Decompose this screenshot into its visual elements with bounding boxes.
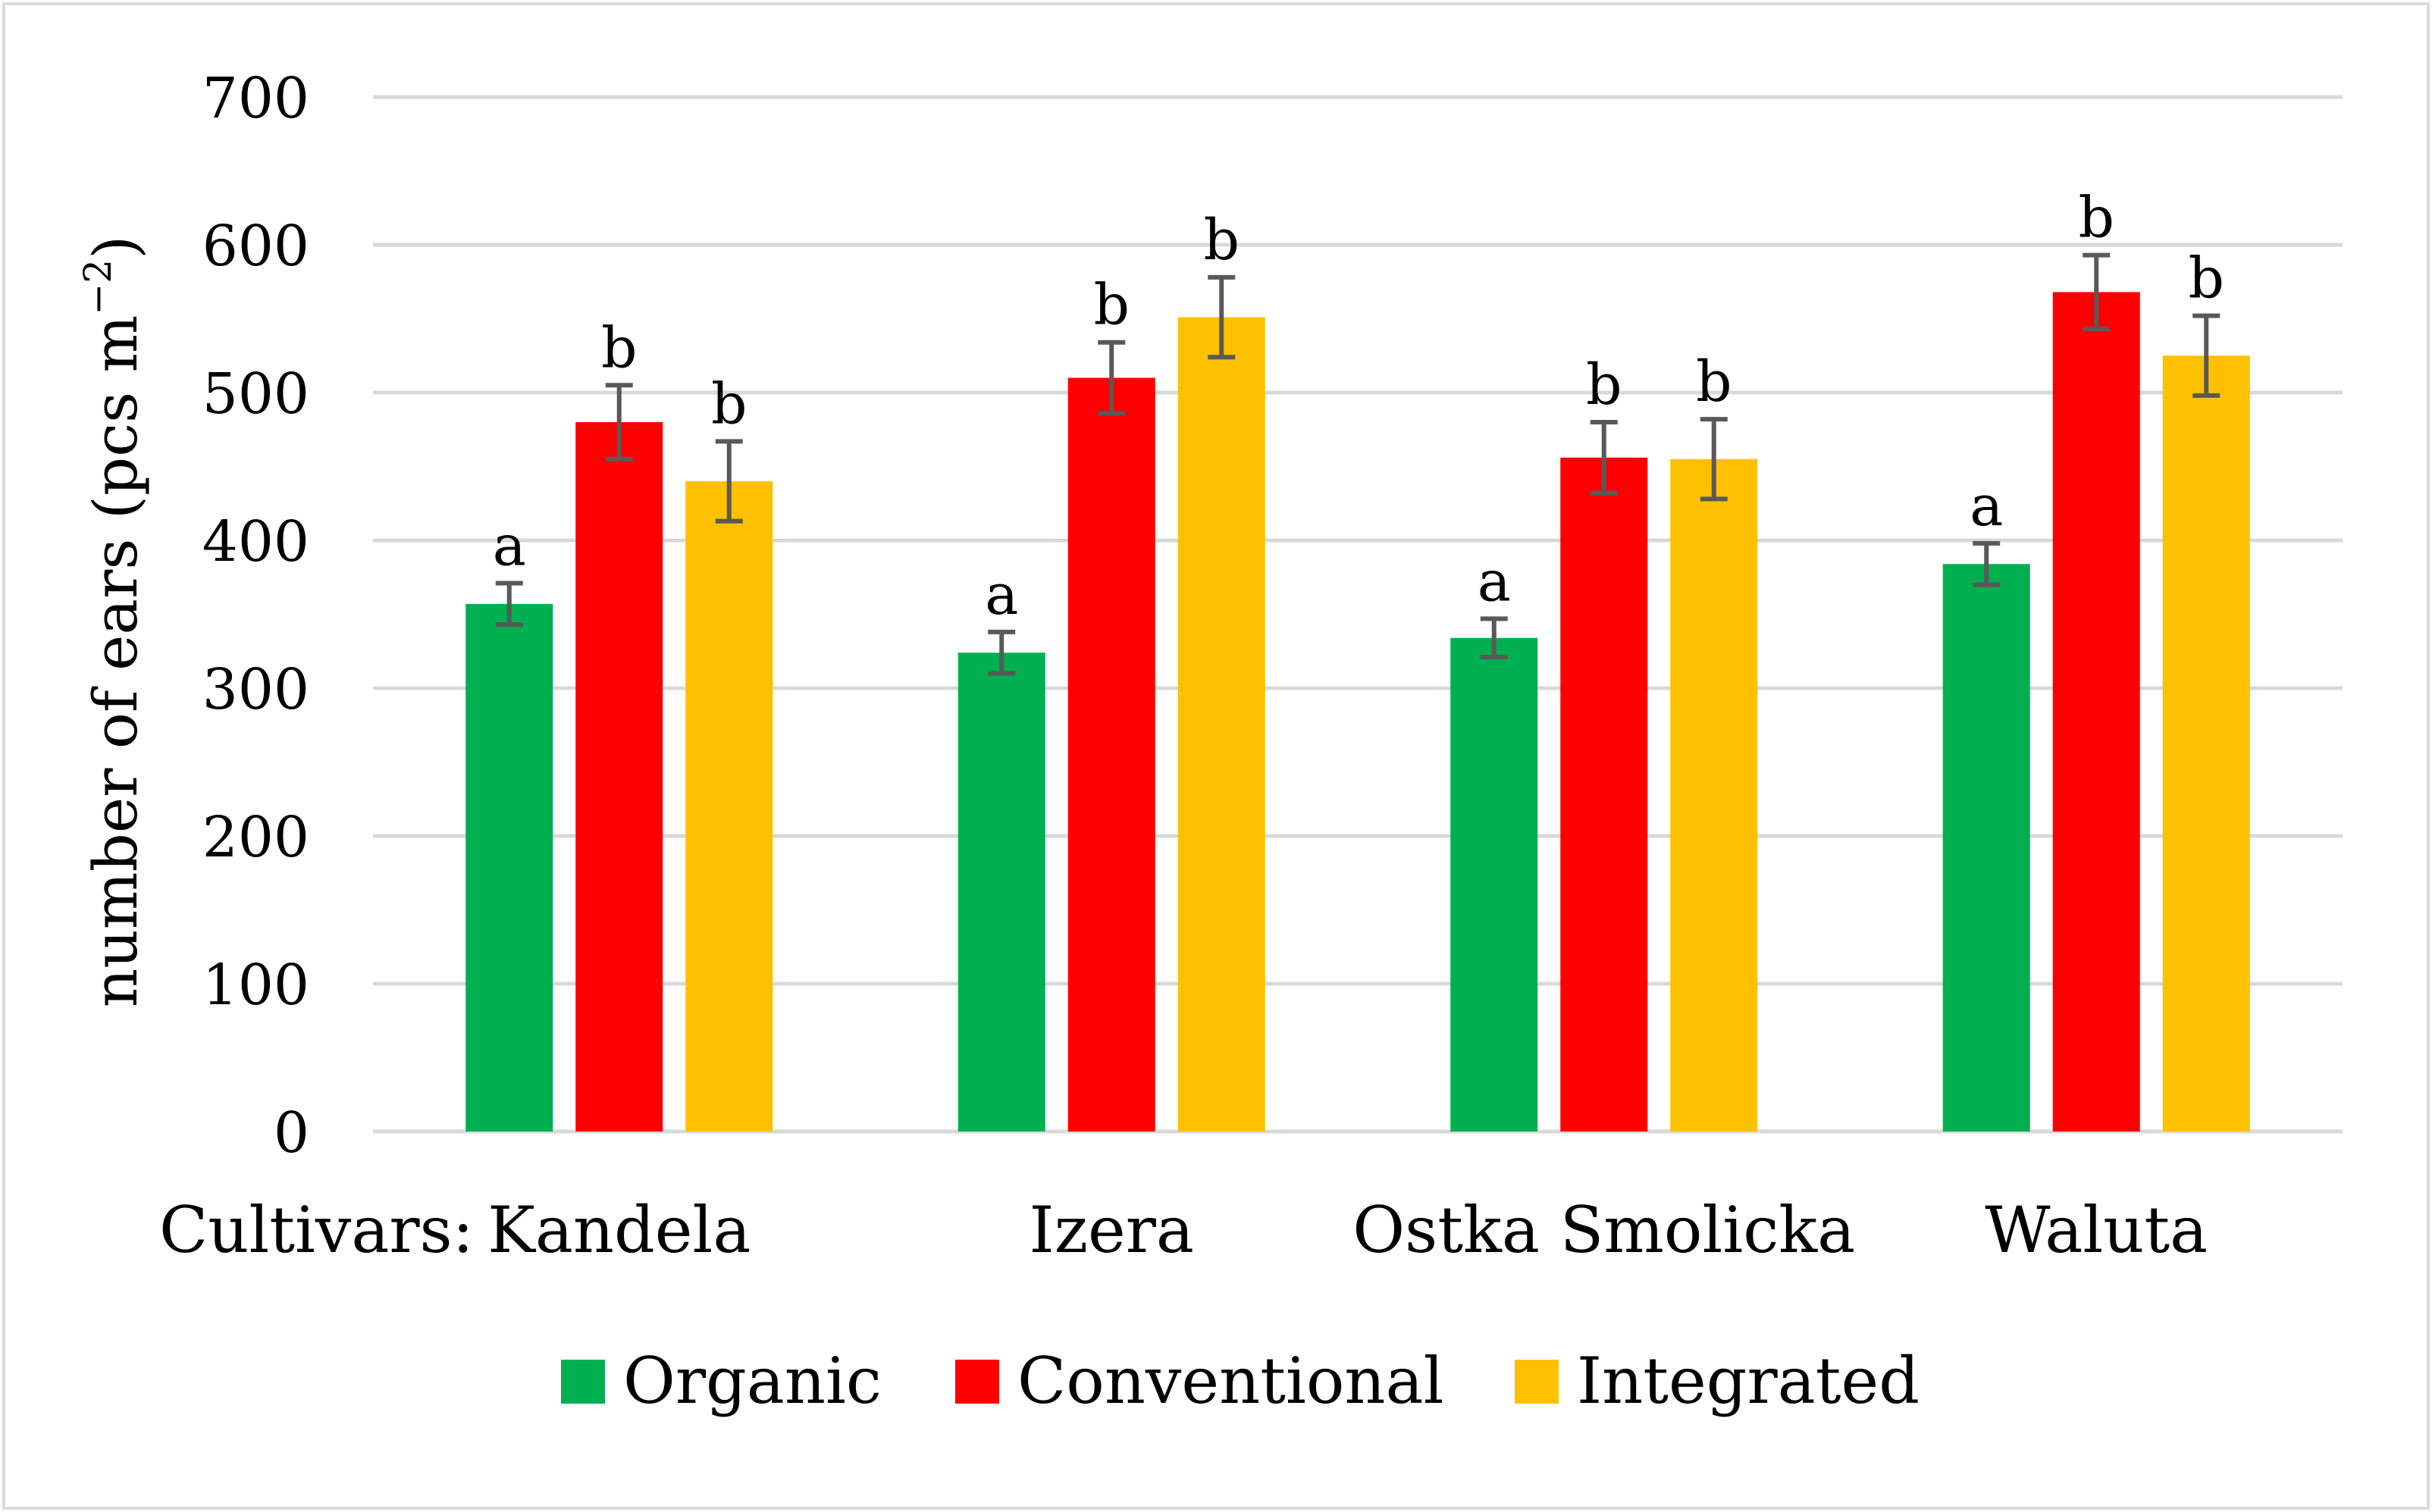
significance-letter: b	[1204, 208, 1240, 273]
bars	[465, 292, 2250, 1132]
bar-conventional-kandela	[575, 422, 663, 1132]
significance-letter: a	[985, 562, 1018, 628]
error-bars	[495, 252, 2220, 676]
significance-letters: a b b a b b a b b a b b	[493, 186, 2224, 628]
bar-organic-kandela	[465, 603, 553, 1132]
significance-letter: b	[1696, 349, 1732, 415]
x-tick-label: Izera	[1030, 1193, 1194, 1267]
bar-integrated-ostka-smolicka	[1670, 459, 1758, 1132]
x-tick-label: Waluta	[1985, 1193, 2208, 1267]
bar-conventional-izera	[1067, 377, 1155, 1132]
significance-letter: b	[2079, 186, 2114, 251]
bar-integrated-kandela	[685, 481, 773, 1132]
x-axis-prefix-label: Cultivars:	[159, 1193, 474, 1267]
significance-letter: b	[2189, 246, 2224, 311]
legend: Organic Conventional Integrated	[561, 1344, 1920, 1418]
significance-letter: b	[711, 371, 747, 437]
y-axis-label-close: )	[80, 236, 151, 259]
y-tick-label: 100	[202, 953, 309, 1018]
y-tick-label: 500	[202, 362, 309, 427]
bar-conventional-waluta	[2052, 292, 2140, 1132]
y-tick-label: 300	[202, 657, 309, 722]
legend-label-integrated: Integrated	[1577, 1344, 1920, 1418]
legend-swatch-organic	[561, 1360, 605, 1404]
legend-label-conventional: Conventional	[1017, 1344, 1443, 1418]
bar-organic-izera	[957, 653, 1045, 1132]
y-axis-label: number of ears (pcs m−2)	[76, 236, 151, 1008]
significance-letter: b	[1586, 352, 1622, 418]
bar-conventional-ostka-smolicka	[1560, 457, 1648, 1132]
bar-organic-ostka-smolicka	[1450, 637, 1538, 1132]
significance-letter: a	[493, 514, 526, 579]
x-tick-label: Ostka Smolicka	[1352, 1193, 1855, 1267]
legend-swatch-integrated	[1515, 1360, 1559, 1404]
y-tick-label: 0	[274, 1100, 309, 1166]
y-tick-label: 700	[202, 66, 309, 131]
significance-letter: b	[601, 315, 637, 380]
bar-integrated-waluta	[2162, 355, 2250, 1132]
significance-letter: b	[1094, 273, 1130, 338]
x-tick-labels: Kandela Izera Ostka Smolicka Waluta	[487, 1193, 2208, 1267]
y-tick-label: 200	[202, 805, 309, 870]
significance-letter: a	[1478, 549, 1511, 614]
x-tick-label: Kandela	[487, 1193, 751, 1267]
y-axis-label-main: number of ears (pcs m	[80, 315, 151, 1008]
legend-swatch-conventional	[955, 1360, 999, 1404]
y-tick-label: 400	[202, 509, 309, 574]
bar-organic-waluta	[1942, 564, 2030, 1132]
significance-letter: a	[1970, 474, 2003, 539]
legend-label-organic: Organic	[623, 1344, 882, 1418]
bar-integrated-izera	[1177, 317, 1265, 1132]
y-axis-label-superscript: −2	[76, 259, 120, 315]
y-tick-labels: 0 100 200 300 400 500 600 700	[202, 66, 309, 1166]
y-tick-label: 600	[202, 214, 309, 279]
